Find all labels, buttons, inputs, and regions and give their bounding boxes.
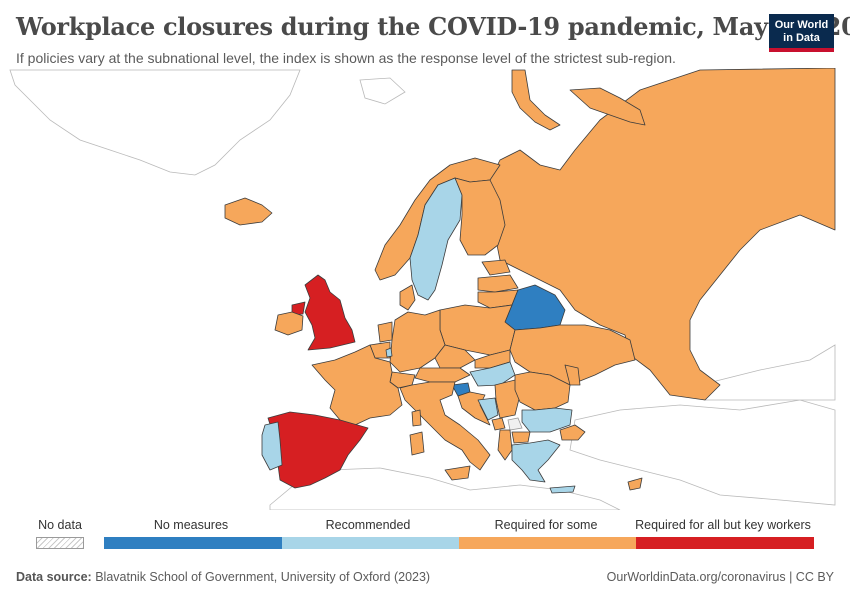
legend-label-required-for-some: Required for some xyxy=(494,518,598,532)
country-crete[interactable] xyxy=(549,485,576,494)
country-netherlands[interactable] xyxy=(377,321,393,343)
legend: No data No measures Recommended Required… xyxy=(0,512,850,552)
legend-swatch-no-data[interactable] xyxy=(36,537,84,549)
countries xyxy=(224,68,836,494)
country-bosnia[interactable] xyxy=(477,397,499,421)
country-france[interactable] xyxy=(311,344,403,426)
legend-label-no-data: No data xyxy=(38,518,82,532)
country-iceland[interactable] xyxy=(224,197,273,226)
chart-subtitle: If policies vary at the subnational leve… xyxy=(16,50,676,66)
country-kosovo[interactable] xyxy=(507,417,523,431)
footer-link[interactable]: OurWorldinData.org/coronavirus | CC BY xyxy=(606,570,834,584)
country-greece[interactable] xyxy=(511,439,561,483)
country-denmark[interactable] xyxy=(399,284,416,311)
country-sardinia[interactable] xyxy=(409,431,425,456)
europe-map[interactable] xyxy=(0,68,850,510)
country-austria[interactable] xyxy=(414,367,471,383)
country-ireland[interactable] xyxy=(274,311,304,336)
logo-line-1: Our World xyxy=(774,19,829,31)
legend-label-no-measures: No measures xyxy=(153,518,229,532)
country-finland[interactable] xyxy=(454,177,506,256)
legend-label-recommended: Recommended xyxy=(325,518,411,532)
data-source: Data source: Blavatnik School of Governm… xyxy=(16,570,430,584)
data-source-label: Data source: xyxy=(16,570,92,584)
country-russia-novaya-zemlya[interactable] xyxy=(511,69,561,131)
legend-swatch-no-measures[interactable] xyxy=(104,537,282,549)
country-sicily[interactable] xyxy=(444,465,471,481)
logo-line-2: in Data xyxy=(783,32,820,44)
country-sweden[interactable] xyxy=(409,177,463,301)
legend-swatch-required-all[interactable] xyxy=(636,537,814,549)
country-montenegro[interactable] xyxy=(491,417,506,431)
country-estonia[interactable] xyxy=(481,259,511,276)
country-latvia[interactable] xyxy=(477,274,519,293)
country-germany[interactable] xyxy=(389,309,446,373)
country-uk[interactable] xyxy=(304,274,356,351)
middle-east-outline xyxy=(569,399,836,506)
country-bulgaria[interactable] xyxy=(521,407,573,433)
owid-logo[interactable]: Our World in Data xyxy=(769,14,834,52)
country-moldova[interactable] xyxy=(564,364,581,386)
country-spain[interactable] xyxy=(267,411,369,489)
country-romania[interactable] xyxy=(514,371,571,411)
country-north-macedonia[interactable] xyxy=(511,431,531,444)
country-portugal[interactable] xyxy=(261,421,283,471)
background-outlines xyxy=(9,69,836,510)
country-turkey[interactable] xyxy=(559,424,586,441)
data-source-text[interactable]: Blavatnik School of Government, Universi… xyxy=(95,570,431,584)
country-ukraine[interactable] xyxy=(509,324,636,386)
country-russia-franz-josef[interactable] xyxy=(569,87,646,126)
legend-swatch-required-for-some[interactable] xyxy=(459,537,636,549)
legend-swatch-recommended[interactable] xyxy=(282,537,459,549)
country-luxembourg[interactable] xyxy=(385,347,393,358)
greenland-outline xyxy=(9,69,301,176)
arctic-island-outline xyxy=(359,77,406,105)
country-cyprus[interactable] xyxy=(627,477,643,491)
country-albania[interactable] xyxy=(497,429,513,461)
chart-title: Workplace closures during the COVID-19 p… xyxy=(16,12,850,41)
country-corsica[interactable] xyxy=(411,409,422,427)
country-italy[interactable] xyxy=(399,381,491,471)
caucasus-outline xyxy=(699,344,836,401)
legend-label-required-all: Required for all but key workers xyxy=(635,518,811,532)
